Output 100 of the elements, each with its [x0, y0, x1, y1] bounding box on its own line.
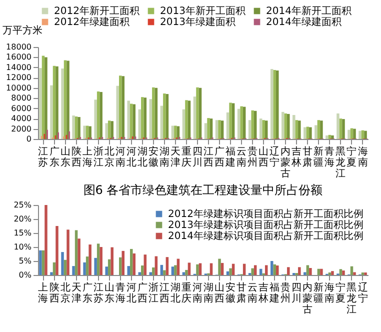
bar: [364, 272, 367, 275]
bar: [122, 76, 124, 139]
x-tick-label: 吉林: [290, 146, 302, 168]
y-tick-label: 0: [26, 134, 32, 144]
y-tick-label: 16000: [6, 52, 32, 62]
x-tick-label: 天津: [71, 282, 82, 304]
legend-label: 2013年绿建面积: [160, 16, 236, 28]
bar: [276, 70, 279, 139]
bar: [166, 94, 169, 139]
bar: [188, 100, 191, 139]
x-tick-label: 江苏: [38, 146, 48, 168]
bar: [320, 120, 323, 139]
bar: [314, 125, 318, 139]
bar: [331, 135, 334, 139]
bar: [326, 135, 328, 139]
bar: [138, 272, 142, 275]
y-tick-label: 20%: [14, 214, 32, 224]
bar: [44, 205, 48, 275]
x-tick-label: 山西: [258, 146, 269, 168]
bar: [317, 120, 320, 139]
bar: [207, 118, 210, 139]
x-tick-label: 上海: [38, 282, 48, 304]
bar: [320, 268, 323, 275]
bar: [240, 106, 243, 139]
bar: [270, 68, 274, 139]
bar: [86, 256, 89, 275]
legend-label: 2014年绿建面积: [266, 16, 342, 28]
y-tick-label: 14000: [6, 62, 32, 72]
x-tick-label: 黑龙江: [336, 146, 346, 180]
bar: [61, 68, 64, 139]
bar: [193, 96, 196, 139]
x-tick-label: 甘肃: [236, 282, 247, 304]
bar: [259, 118, 262, 139]
x-tick-label: 广西: [137, 282, 148, 304]
bar: [56, 226, 58, 275]
bar: [100, 92, 102, 139]
bar: [108, 259, 111, 275]
bar: [287, 114, 290, 139]
x-tick-label: 辽宁: [270, 146, 280, 168]
y-tick-label: 5%: [18, 256, 32, 266]
bar: [105, 266, 108, 275]
legend-label: 2014年绿建标识项目面积占新开工面积比例: [168, 230, 364, 242]
bar: [229, 102, 232, 139]
bar: [204, 123, 208, 139]
bar: [232, 103, 235, 139]
y-tick-label: 15%: [14, 228, 32, 238]
bar: [83, 262, 86, 275]
bar: [138, 109, 142, 139]
x-tick-label: 宁夏: [346, 146, 357, 168]
x-tick-label: 云南: [248, 282, 258, 304]
bar: [215, 120, 218, 139]
x-tick-label: 内蒙古: [302, 282, 313, 316]
x-tick-label: 云南: [236, 146, 247, 168]
legend-label: 2012年绿建标识项目面积占新开工面积比例: [168, 208, 364, 220]
bar: [132, 253, 136, 275]
bar: [122, 250, 124, 275]
bar: [292, 114, 296, 139]
bar: [130, 248, 133, 275]
x-tick-label: 广东: [82, 282, 92, 304]
x-tick-label: 广东: [49, 146, 60, 168]
bar: [287, 267, 290, 275]
bar: [364, 130, 367, 139]
bar: [196, 264, 199, 275]
x-tick-label: 河南: [192, 282, 202, 304]
x-tick-label: 广西: [214, 146, 225, 168]
bar: [154, 256, 158, 275]
bar: [270, 261, 274, 275]
bar: [342, 270, 345, 275]
bar: [254, 265, 257, 275]
bar: [171, 266, 174, 275]
bar: [174, 265, 177, 275]
bar: [72, 115, 75, 139]
x-tick-label: 内蒙古: [280, 146, 291, 180]
x-tick-label: 海南: [358, 146, 368, 168]
bar: [152, 87, 155, 139]
bar: [262, 120, 265, 139]
x-tick-label: 山东: [104, 282, 114, 304]
x-tick-label: 青海: [115, 282, 126, 304]
bar: [149, 99, 152, 139]
bar: [309, 268, 312, 275]
bar: [39, 68, 42, 139]
bar: [105, 123, 108, 139]
legend-label: 2012年绿建面积: [54, 16, 130, 28]
chart-title: 图6 各省市绿色建筑在工程建设量中所占份额: [83, 183, 323, 197]
x-tick-label: 甘肃: [302, 146, 313, 168]
bar: [149, 272, 152, 275]
x-tick-label: 新疆: [314, 282, 324, 304]
bar: [353, 272, 356, 275]
x-tick-label: 北京: [60, 282, 70, 304]
bar: [163, 94, 166, 139]
y-tick-label: 25%: [14, 200, 32, 210]
x-tick-label: 山东: [60, 146, 70, 168]
bar: [74, 230, 78, 275]
bar: [100, 247, 102, 275]
x-tick-label: 安徽: [226, 282, 236, 304]
bar: [220, 262, 224, 275]
x-tick-label: 河北: [126, 146, 136, 168]
bar: [56, 66, 58, 139]
bar: [298, 267, 301, 275]
x-tick-label: 江西: [204, 146, 214, 168]
